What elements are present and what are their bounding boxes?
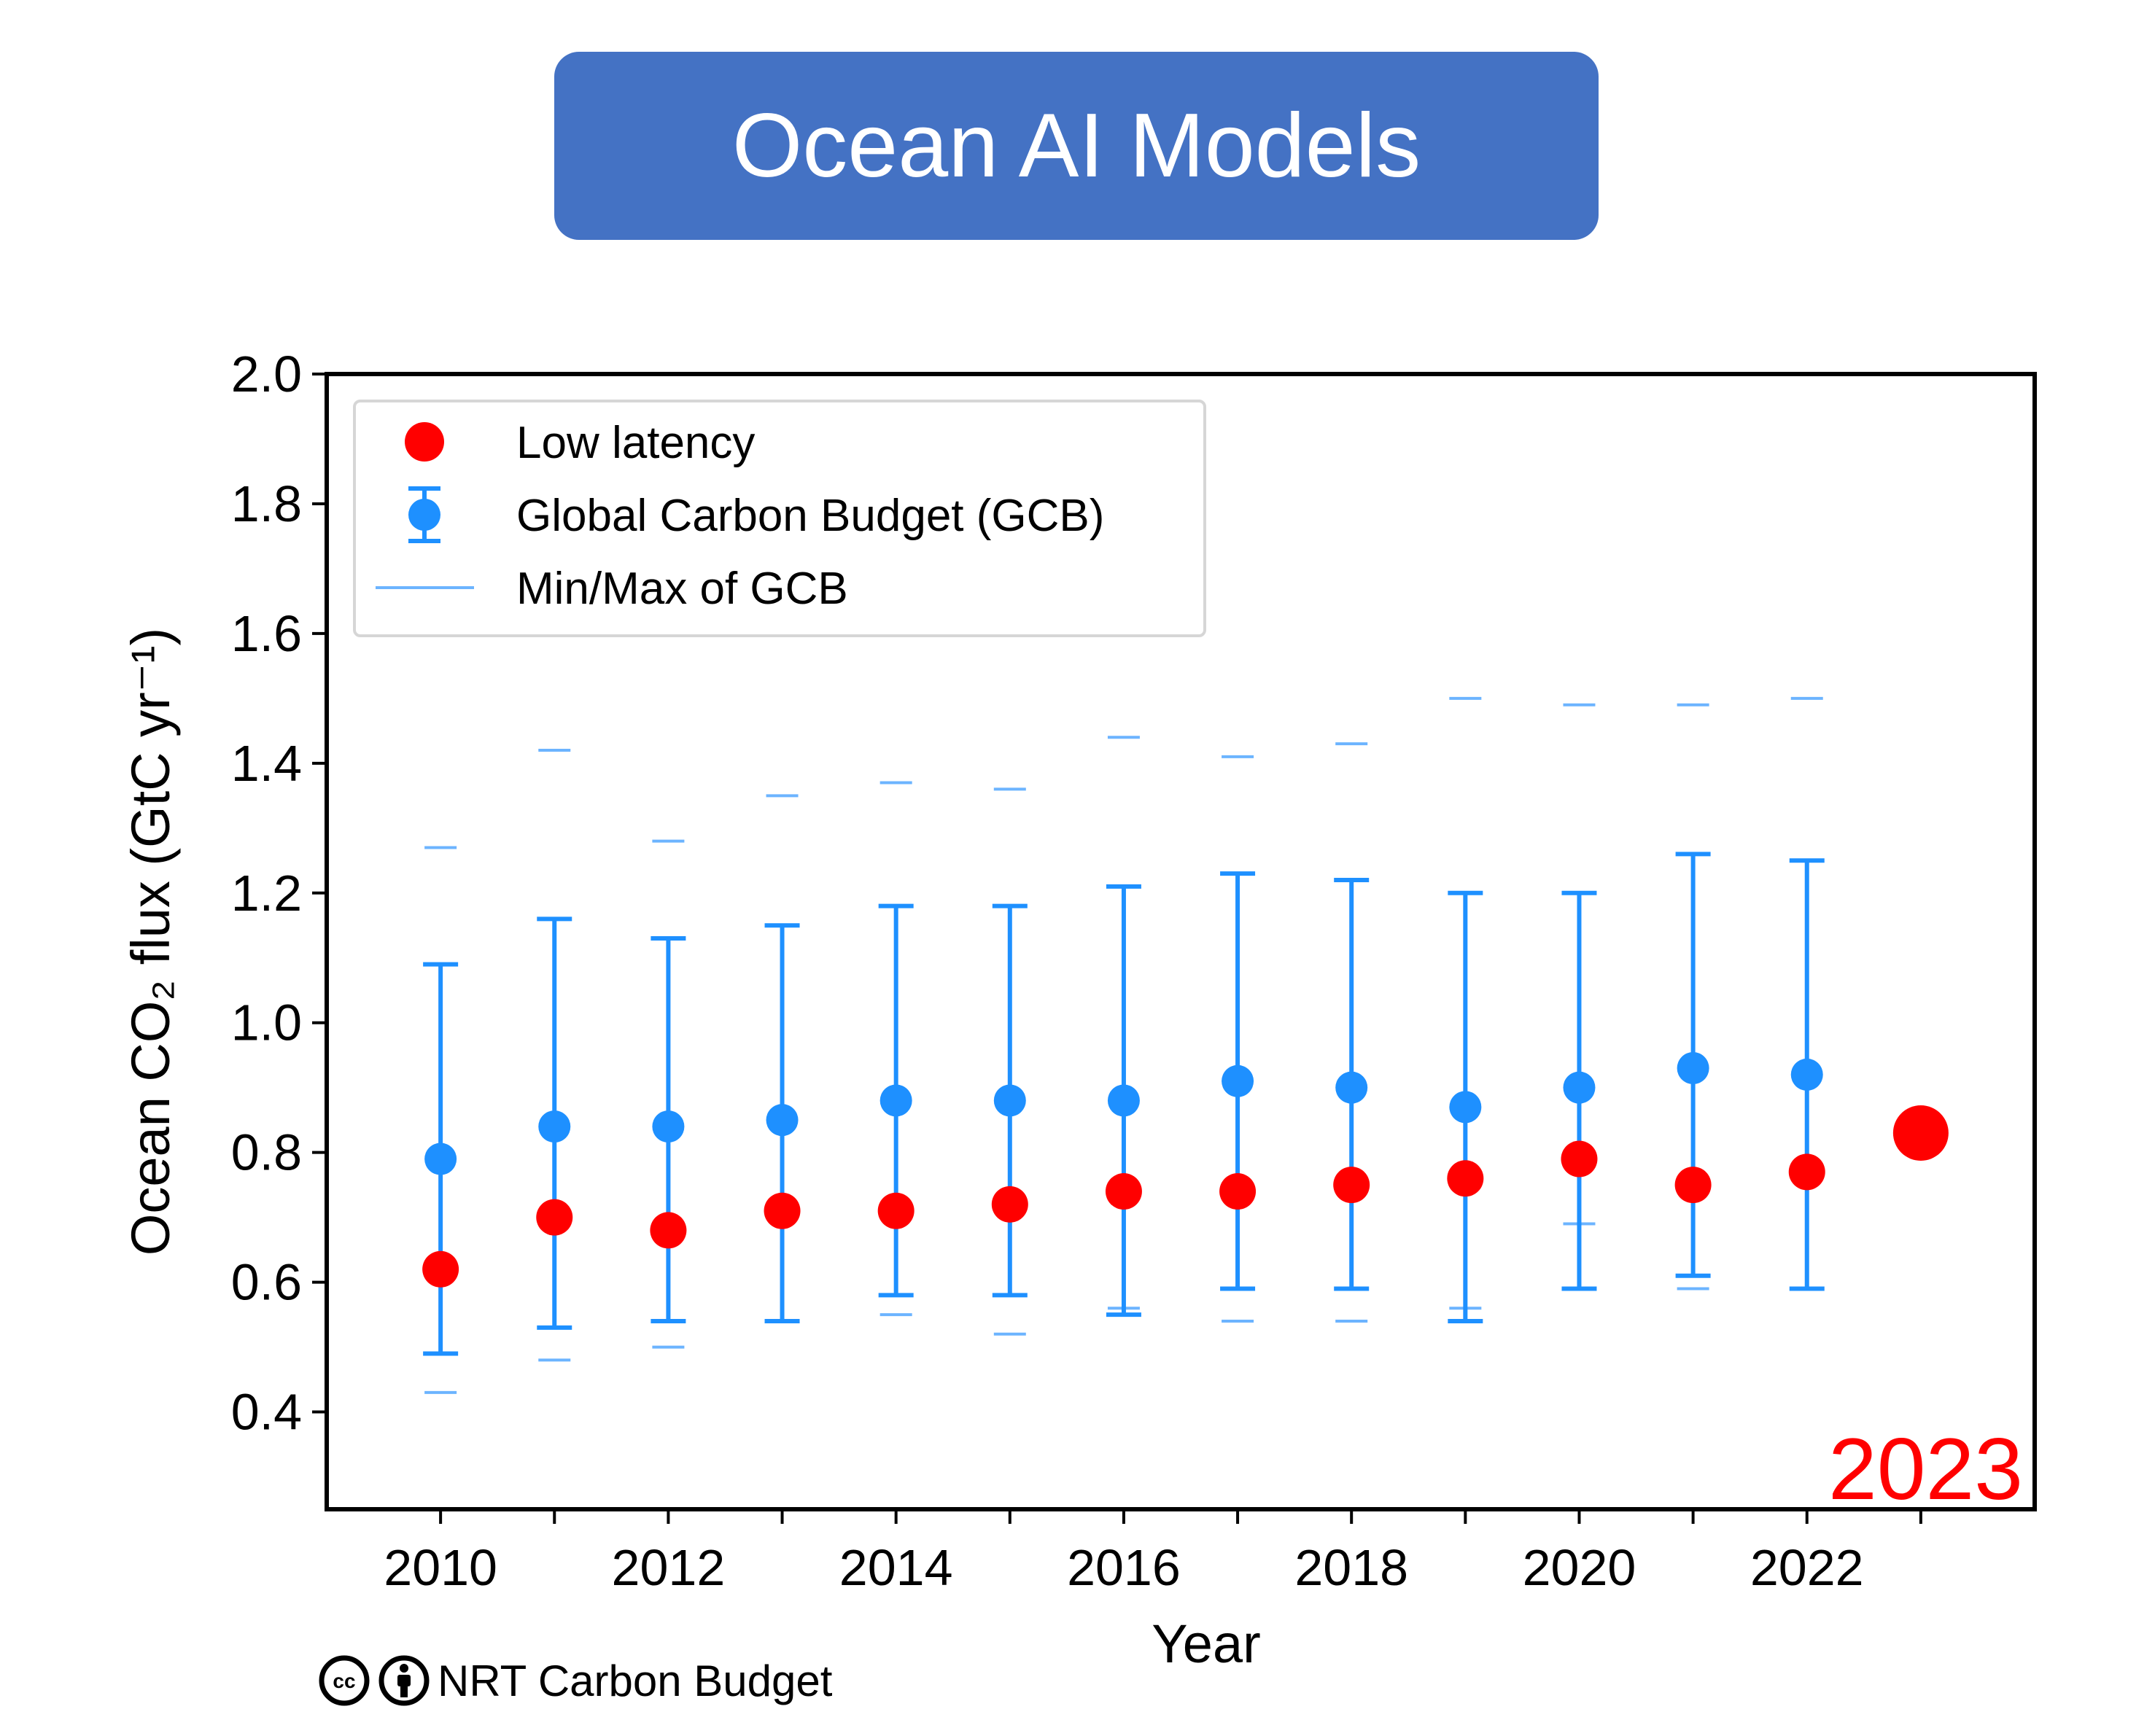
gcb-point — [1222, 1064, 1254, 1097]
attribution-person-icon — [378, 1655, 430, 1706]
y-tick-label: 0.8 — [231, 1124, 302, 1181]
title-banner: Ocean AI Models — [554, 52, 1599, 240]
gcb-point — [880, 1084, 912, 1117]
low-latency-point — [1892, 1105, 1949, 1161]
low-latency-point — [1333, 1167, 1370, 1204]
gcb-point — [1677, 1051, 1709, 1084]
low-latency-point — [650, 1212, 687, 1249]
chart-title: Ocean AI Models — [731, 96, 1421, 196]
year-annotation: 2023 — [1828, 1420, 2023, 1518]
legend-box — [353, 400, 1206, 637]
y-tick-label: 2.0 — [231, 346, 302, 402]
x-tick-label: 2022 — [1750, 1539, 1864, 1596]
low-latency-point — [1219, 1173, 1257, 1210]
gcb-point — [766, 1104, 799, 1137]
x-tick-label: 2010 — [384, 1539, 497, 1596]
y-tick-label: 1.2 — [231, 865, 302, 922]
low-latency-point — [1447, 1160, 1484, 1197]
low-latency-point — [991, 1186, 1028, 1223]
legend-label: Low latency — [516, 418, 755, 468]
y-tick-label: 1.8 — [231, 475, 302, 532]
low-latency-point — [422, 1250, 459, 1288]
gcb-point — [1335, 1071, 1368, 1104]
x-axis-title: Year — [1152, 1614, 1261, 1674]
x-tick-label: 2018 — [1294, 1539, 1408, 1596]
legend-low-latency-marker — [405, 422, 444, 462]
gcb-point — [993, 1084, 1026, 1117]
credit-text: NRT Carbon Budget — [438, 1656, 833, 1705]
x-tick-label: 2012 — [612, 1539, 726, 1596]
gcb-point — [1107, 1084, 1140, 1117]
low-latency-point — [536, 1199, 573, 1236]
x-tick-label: 2014 — [839, 1539, 953, 1596]
y-tick-label: 1.4 — [231, 735, 302, 792]
low-latency-point — [1105, 1173, 1142, 1210]
gcb-point — [1790, 1058, 1823, 1091]
low-latency-point — [764, 1192, 801, 1229]
y-axis-title: Ocean CO₂ flux (GtC yr⁻¹) — [120, 628, 181, 1256]
y-tick-label: 1.6 — [231, 605, 302, 662]
legend-label: Min/Max of GCB — [516, 564, 848, 614]
svg-text:cc: cc — [333, 1670, 355, 1692]
plot-frame — [325, 372, 2037, 1511]
gcb-point — [1449, 1091, 1482, 1124]
y-tick-label: 1.0 — [231, 994, 302, 1051]
gcb-point — [1563, 1071, 1596, 1104]
gcb-point — [652, 1110, 685, 1143]
legend-gcb-marker — [408, 499, 440, 531]
credit-line: cc NRT Carbon Budget — [318, 1655, 832, 1706]
y-tick-label: 0.6 — [231, 1254, 302, 1311]
y-tick-label: 0.4 — [231, 1384, 302, 1441]
low-latency-point — [1561, 1140, 1598, 1178]
low-latency-point — [1674, 1167, 1712, 1204]
low-latency-point — [877, 1192, 915, 1229]
legend-label: Global Carbon Budget (GCB) — [516, 491, 1104, 541]
x-tick-label: 2016 — [1067, 1539, 1181, 1596]
low-latency-point — [1788, 1153, 1825, 1191]
creative-commons-icon: cc — [319, 1655, 370, 1706]
x-tick-label: 2020 — [1523, 1539, 1636, 1596]
gcb-point — [424, 1143, 457, 1175]
gcb-point — [538, 1110, 571, 1143]
